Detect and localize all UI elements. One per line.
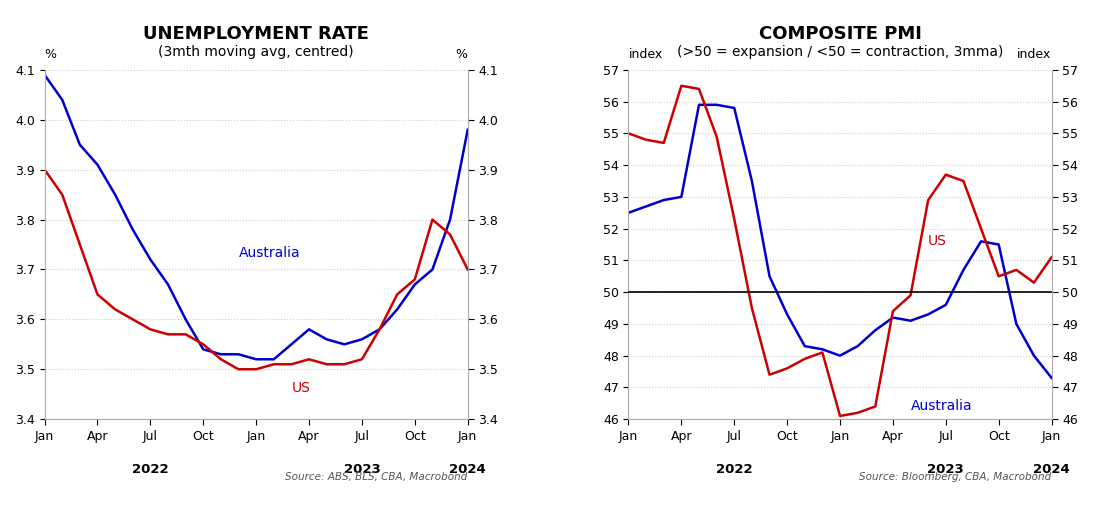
Text: 2024: 2024 xyxy=(1033,463,1070,476)
Text: US: US xyxy=(928,234,947,248)
Text: 2022: 2022 xyxy=(132,463,168,476)
Text: 2023: 2023 xyxy=(928,463,964,476)
Text: %: % xyxy=(456,48,468,61)
Text: Australia: Australia xyxy=(238,246,301,260)
Text: index: index xyxy=(1018,48,1051,61)
Text: (>50 = expansion / <50 = contraction, 3mma): (>50 = expansion / <50 = contraction, 3m… xyxy=(677,45,1003,59)
Text: Source: Bloomberg, CBA, Macrobond: Source: Bloomberg, CBA, Macrobond xyxy=(859,472,1051,482)
Text: Source: ABS, BLS, CBA, Macrobond: Source: ABS, BLS, CBA, Macrobond xyxy=(285,472,468,482)
Text: Australia: Australia xyxy=(910,399,972,413)
Text: (3mth moving avg, centred): (3mth moving avg, centred) xyxy=(158,45,354,59)
Text: 2022: 2022 xyxy=(716,463,753,476)
Text: 2023: 2023 xyxy=(343,463,380,476)
Text: index: index xyxy=(628,48,662,61)
Text: US: US xyxy=(292,381,310,395)
Text: %: % xyxy=(45,48,57,61)
Title: UNEMPLOYMENT RATE: UNEMPLOYMENT RATE xyxy=(143,25,369,43)
Text: 2024: 2024 xyxy=(449,463,486,476)
Title: COMPOSITE PMI: COMPOSITE PMI xyxy=(759,25,921,43)
